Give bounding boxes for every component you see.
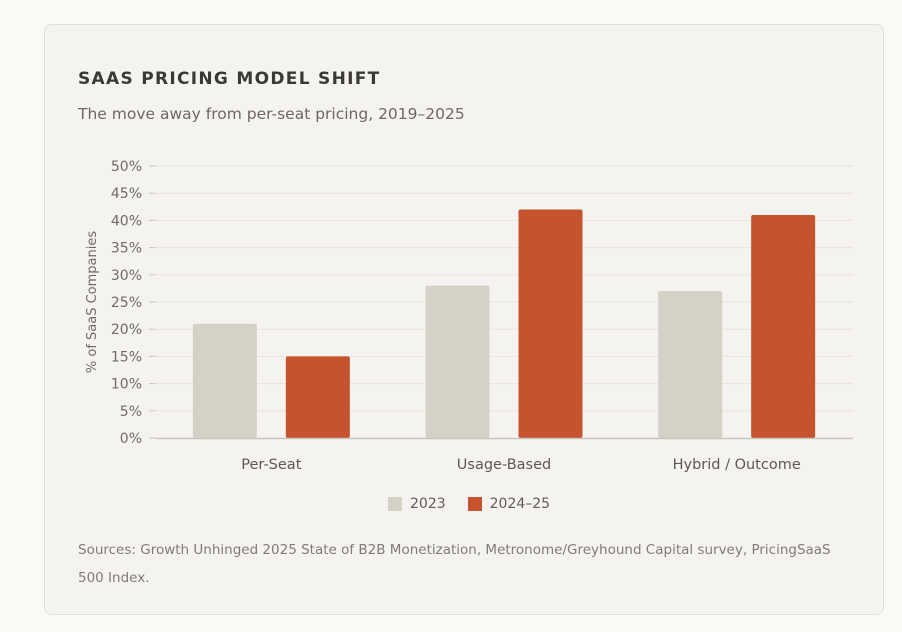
- x-tick-label: Hybrid / Outcome: [673, 457, 801, 473]
- y-tick-label: 45%: [111, 186, 142, 202]
- legend-swatch-2023: [388, 497, 402, 511]
- chart-title: SAAS PRICING MODEL SHIFT: [78, 69, 381, 89]
- y-tick-label: 50%: [111, 159, 142, 175]
- bar-per-seat-2024-25: [285, 356, 350, 438]
- x-tick-label: Usage-Based: [457, 457, 551, 473]
- chart-card: SAAS PRICING MODEL SHIFT The move away f…: [44, 24, 884, 615]
- y-axis-label: % of SaaS Companies: [85, 231, 100, 373]
- legend-item-2023: 2023: [388, 496, 446, 512]
- x-tick-label: Per-Seat: [241, 457, 301, 473]
- sources-note: Sources: Growth Unhinged 2025 State of B…: [78, 542, 831, 586]
- bar-usage-based-2024-25: [518, 209, 583, 438]
- legend-item-2024-25: 2024–25: [467, 496, 551, 512]
- bars: [192, 209, 816, 438]
- y-tick-label: 25%: [111, 295, 142, 311]
- bar-chart: 0% 5% 10% 15% 20% 25% 30% 35% 40% 45% 50% Per-Seat…: [85, 159, 853, 473]
- y-tick-label: 20%: [111, 322, 142, 338]
- y-tick-label: 40%: [111, 213, 142, 229]
- gridlines: [155, 165, 853, 412]
- bar-hybrid-outcome-2023: [658, 291, 723, 438]
- y-tick-label: 10%: [111, 377, 142, 393]
- chart-subtitle: The move away from per-seat pricing, 201…: [78, 105, 465, 123]
- legend-label-2023: 2023: [410, 496, 446, 512]
- y-axis-ticks: 0% 5% 10% 15% 20% 25% 30% 35% 40% 45% 50%: [111, 159, 155, 447]
- y-tick-label: 30%: [111, 268, 142, 284]
- x-axis-ticks: Per-Seat Usage-Based Hybrid / Outcome: [241, 457, 801, 473]
- bar-usage-based-2023: [425, 285, 490, 438]
- bar-hybrid-outcome-2024-25: [751, 214, 816, 438]
- legend-label-2024-25: 2024–25: [489, 496, 551, 512]
- legend-swatch-2024-25: [467, 497, 482, 511]
- chart-legend: 2023 2024–25: [388, 496, 572, 512]
- y-tick-label: 5%: [120, 404, 142, 420]
- bar-per-seat-2023: [192, 323, 257, 438]
- y-tick-label: 0%: [120, 431, 142, 447]
- y-tick-label: 15%: [111, 349, 142, 365]
- y-tick-label: 35%: [111, 241, 142, 257]
